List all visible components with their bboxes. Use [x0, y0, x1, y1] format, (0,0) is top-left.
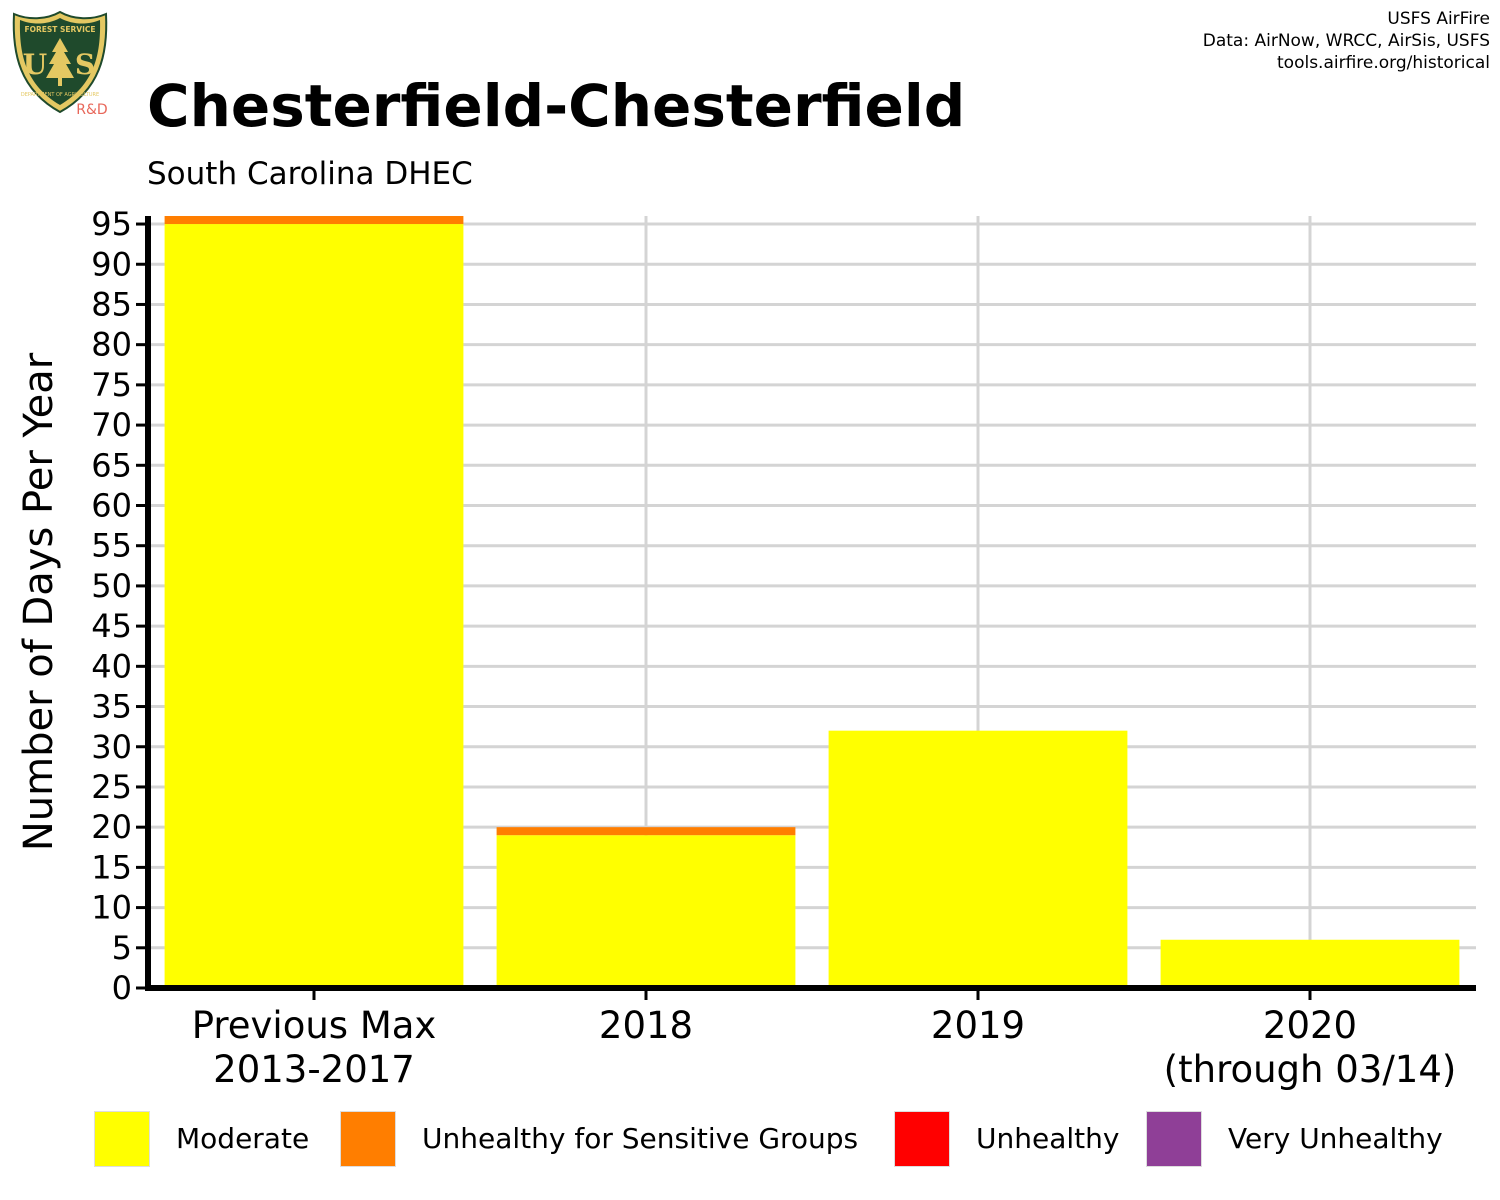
logo-right-letter: S [75, 48, 95, 81]
y-tick-label: 25 [91, 768, 132, 806]
legend-swatch [94, 1111, 150, 1167]
logo-badge: R&D [76, 102, 107, 118]
tree-icon [46, 38, 74, 86]
legend-label: Unhealthy for Sensitive Groups [422, 1122, 859, 1155]
legend-label: Unhealthy [976, 1122, 1120, 1155]
y-tick-label: 70 [91, 406, 132, 444]
y-tick-label: 95 [91, 205, 132, 243]
credit-line: Data: AirNow, WRCC, AirSis, USFS [1202, 31, 1490, 51]
y-tick-label: 85 [91, 285, 132, 323]
x-tick-label: 2018 [599, 1004, 693, 1047]
legend-swatch [894, 1111, 950, 1167]
bar-segment [496, 835, 796, 988]
logo-left-letter: U [23, 48, 47, 81]
legend-label: Moderate [176, 1122, 310, 1155]
x-tick-label: 2019 [931, 1004, 1025, 1047]
bar-segment [164, 216, 464, 225]
y-tick-label: 5 [112, 929, 132, 967]
y-axis-title: Number of Days Per Year [16, 352, 62, 851]
y-tick-label: 0 [112, 969, 132, 1007]
y-tick-label: 50 [91, 567, 132, 605]
credit-line: USFS AirFire [1387, 9, 1490, 29]
y-tick-label: 45 [91, 607, 132, 645]
y-tick-label: 80 [91, 326, 132, 364]
bar-segment [164, 224, 464, 988]
x-tick-label: Previous Max [192, 1004, 437, 1047]
y-tick-label: 40 [91, 647, 132, 685]
legend-swatch [340, 1111, 396, 1167]
chart-subtitle: South Carolina DHEC [147, 156, 473, 192]
chart-title: Chesterfield-Chesterfield [147, 72, 966, 140]
credits-block: USFS AirFire Data: AirNow, WRCC, AirSis,… [1203, 8, 1490, 74]
y-tick-label: 65 [91, 446, 132, 484]
bar-segment [1160, 939, 1460, 988]
legend-label: Very Unhealthy [1228, 1122, 1443, 1155]
x-tick-label: (through 03/14) [1164, 1048, 1457, 1091]
y-tick-label: 30 [91, 728, 132, 766]
legend-swatch [1146, 1111, 1202, 1167]
legend: Moderate Unhealthy for Sensitive Groups Un… [0, 1108, 1500, 1172]
y-tick-label: 35 [91, 688, 132, 726]
bar-segment [828, 730, 1128, 988]
usfs-shield-logo: U S FOREST SERVICE DEPARTMENT OF AGRICUL… [12, 10, 108, 118]
y-tick-label: 55 [91, 527, 132, 565]
y-tick-label: 15 [91, 848, 132, 886]
logo-top-text: FOREST SERVICE [24, 25, 95, 34]
y-tick-label: 60 [91, 487, 132, 525]
logo-bottom-text: DEPARTMENT OF AGRICULTURE [21, 92, 99, 98]
y-tick-label: 75 [91, 366, 132, 404]
credit-line: tools.airfire.org/historical [1277, 53, 1490, 73]
bar-segment [496, 827, 796, 836]
y-tick-label: 20 [91, 808, 132, 846]
x-tick-label: 2013-2017 [213, 1048, 415, 1091]
y-tick-label: 10 [91, 889, 132, 927]
y-tick-label: 90 [91, 245, 132, 283]
x-tick-label: 2020 [1263, 1004, 1357, 1047]
